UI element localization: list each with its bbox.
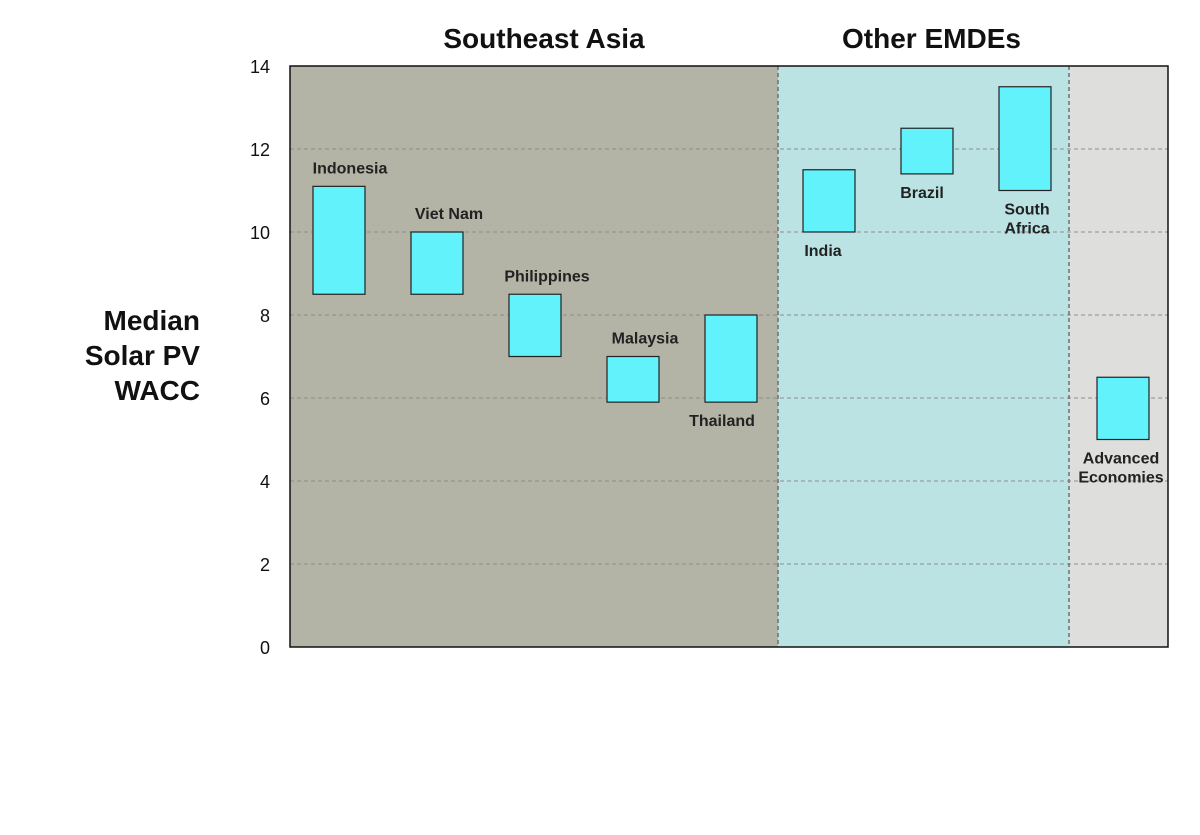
y-axis-label-line: Median — [103, 305, 200, 336]
range-bar — [900, 127, 954, 175]
range-bar — [1096, 376, 1150, 441]
group-title: Other EMDEs — [842, 23, 1021, 54]
bar-label: Malaysia — [612, 331, 679, 348]
bar-label: Thailand — [689, 413, 755, 430]
y-tick-label: 12 — [250, 140, 270, 160]
plot-frame — [289, 65, 1169, 648]
y-axis-label-line: Solar PV — [84, 340, 200, 371]
range-bar — [998, 86, 1052, 192]
y-tick-label: 0 — [260, 638, 270, 658]
y-tick-label: 4 — [260, 472, 270, 492]
bar-label: Philippines — [504, 268, 589, 285]
y-axis-label: Median Solar PV WACC — [40, 303, 200, 408]
bar-label: Indonesia — [313, 160, 388, 177]
range-bar — [410, 231, 464, 295]
y-tick-label: 8 — [260, 306, 270, 326]
bar-label: Viet Nam — [415, 206, 483, 223]
range-bar — [312, 185, 366, 295]
range-bar — [606, 355, 660, 403]
bar-label: Brazil — [900, 185, 944, 202]
y-tick-label: 2 — [260, 555, 270, 575]
bar-label: Africa — [1004, 221, 1049, 238]
bar-label: South — [1004, 202, 1049, 219]
y-tick-label: 14 — [250, 57, 270, 77]
group-title: Southeast Asia — [443, 23, 645, 54]
range-bar — [704, 314, 758, 403]
range-bar — [508, 293, 562, 358]
bar-label: Economies — [1078, 470, 1163, 487]
y-tick-label: 10 — [250, 223, 270, 243]
bar-label: India — [804, 243, 841, 260]
group-background — [1069, 66, 1168, 647]
y-tick-label: 6 — [260, 389, 270, 409]
y-axis-label-line: WACC — [114, 375, 200, 406]
range-bar — [802, 169, 856, 233]
bar-label: Advanced — [1083, 451, 1159, 468]
